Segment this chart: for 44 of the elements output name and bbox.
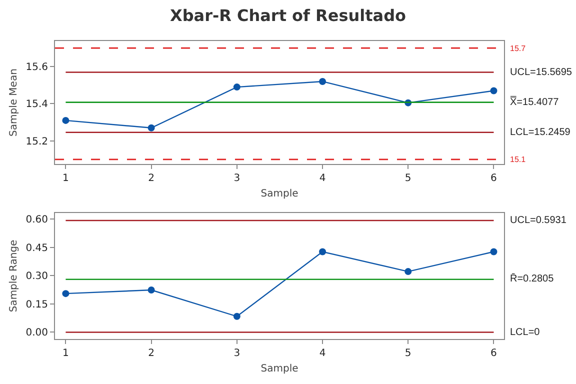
ref-line-label: LCL=0: [510, 327, 540, 338]
point: [148, 286, 155, 294]
ref-line-label: 15.1: [510, 155, 526, 164]
x-tick-label: 2: [148, 348, 154, 359]
point: [233, 312, 240, 320]
y-axis-title: Sample Range: [8, 240, 20, 312]
y-tick-label: 15.2: [26, 136, 48, 148]
x-tick-label: 4: [319, 173, 326, 184]
chart-title: Xbar-R Chart of Resultado: [170, 6, 406, 25]
x-tick-label: 4: [319, 348, 326, 359]
x-tick-label: 5: [404, 173, 412, 184]
y-tick-label: 0.45: [26, 242, 48, 254]
y-tick-label: 15.6: [26, 62, 48, 74]
ref-line-label: UCL=15.5695: [510, 67, 572, 78]
x-tick-label: 2: [148, 173, 154, 184]
point: [62, 116, 70, 124]
ref-line-label: R̄=0.2805: [510, 273, 554, 285]
point: [490, 248, 498, 256]
y-tick-label: 0.30: [26, 271, 48, 282]
ref-line-label: 15.7: [510, 44, 526, 53]
y-tick-label: 0.60: [26, 214, 48, 226]
x-axis-title: Sample: [260, 188, 298, 200]
x-axis-title: Sample: [260, 364, 298, 374]
point: [62, 290, 70, 298]
y-tick-label: 0.00: [26, 328, 48, 339]
x-tick-label: 6: [490, 348, 497, 359]
x-tick-label: 3: [234, 173, 240, 184]
y-tick-label: 15.4: [26, 99, 48, 110]
ref-line-label: LCL=15.2459: [510, 127, 571, 138]
ref-line-label: X̿=15.4077: [510, 96, 560, 108]
x-tick-label: 1: [62, 173, 69, 184]
point: [404, 268, 412, 276]
point: [319, 248, 326, 256]
y-tick-label: 0.15: [26, 299, 48, 310]
ref-line-label: UCL=0.5931: [510, 215, 567, 226]
point: [148, 124, 155, 132]
x-tick-label: 1: [62, 348, 69, 359]
y-axis-title: Sample Mean: [8, 68, 20, 136]
point: [490, 87, 498, 94]
point: [319, 78, 326, 85]
x-tick-label: 3: [234, 348, 240, 359]
point: [233, 84, 240, 91]
x-tick-label: 5: [404, 348, 412, 359]
x-tick-label: 6: [490, 173, 497, 184]
